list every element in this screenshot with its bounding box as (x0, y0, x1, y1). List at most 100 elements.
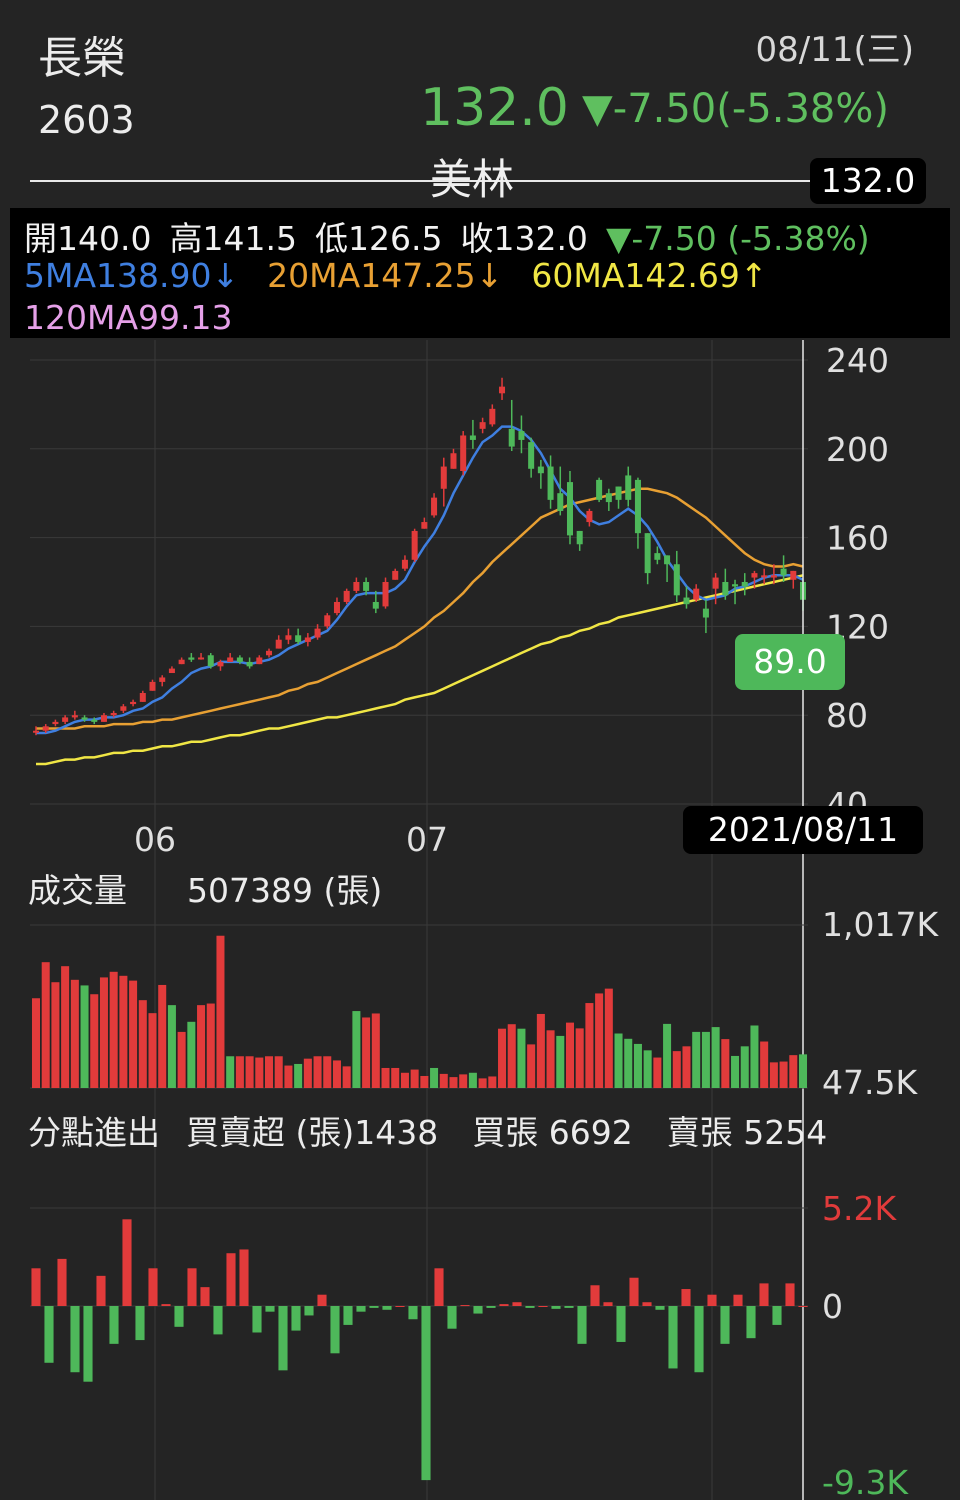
flow-bar (382, 1306, 392, 1310)
volume-bar (633, 1043, 642, 1088)
volume-bar (313, 1056, 322, 1088)
flow-bar (122, 1219, 132, 1306)
flow-bar (408, 1306, 418, 1320)
candle-body (91, 719, 98, 722)
volume-bar (80, 985, 89, 1088)
flow-bar (239, 1249, 249, 1306)
candle-body (693, 588, 700, 600)
x-tick-label: 06 (134, 820, 176, 859)
volume-bar (177, 1031, 186, 1088)
candle-body (508, 428, 515, 447)
flow-bar (525, 1306, 535, 1308)
volume-bar (303, 1058, 312, 1088)
volume-bar (546, 1030, 555, 1088)
flow-bar (668, 1306, 678, 1369)
ma120-row: 120MA99.13 (24, 298, 233, 337)
candle-body (586, 510, 593, 523)
flow-bar (96, 1275, 106, 1306)
candle-body (673, 564, 680, 596)
ma20-line (36, 487, 804, 730)
candle-body (615, 486, 622, 500)
volume-bar (653, 1057, 662, 1088)
flow-bar (278, 1306, 288, 1371)
candle-body (304, 637, 311, 642)
volume-bar (575, 1028, 584, 1088)
flow-bar (577, 1306, 587, 1344)
volume-bar (391, 1067, 400, 1088)
volume-bar (41, 962, 50, 1088)
volume-bar (362, 1017, 371, 1088)
candle-body (557, 493, 564, 511)
ma20-value: 20MA147.25↓ (267, 256, 504, 295)
candle-body (266, 650, 273, 656)
candle-body (32, 730, 40, 733)
broker-name[interactable]: 美林 (430, 155, 515, 204)
candle-body (741, 582, 748, 587)
volume-bar (439, 1073, 448, 1088)
volume-bar (352, 1011, 361, 1088)
flow-bar (746, 1306, 756, 1339)
candle-body (411, 530, 418, 560)
candle-body (431, 497, 438, 516)
candle-body (236, 657, 243, 662)
volume-bar (400, 1072, 409, 1088)
candle-body (392, 570, 399, 580)
candle-body (460, 435, 467, 471)
volume-bar (692, 1031, 701, 1088)
flow-bar (772, 1306, 782, 1325)
volume-bar (769, 1062, 778, 1088)
flow-bar (31, 1268, 41, 1306)
candle-body (596, 479, 603, 500)
volume-bar (517, 1028, 526, 1088)
volume-bar (643, 1050, 652, 1088)
candle-body (528, 442, 535, 469)
candle-body (469, 435, 476, 440)
volume-bar (624, 1038, 633, 1088)
broker-flow-label: 分點進出 買賣超 (張)1438 買張 6692 賣張 5254 (28, 1106, 827, 1154)
volume-bar (99, 977, 108, 1088)
candle-body (110, 712, 117, 716)
candle-body (198, 657, 205, 660)
flow-bar (70, 1306, 80, 1373)
flow-bar (551, 1306, 561, 1309)
candle-body (634, 479, 641, 534)
candle-body (761, 575, 768, 578)
candle-body (547, 466, 554, 500)
candle-body (62, 717, 69, 722)
volume-bar (663, 1023, 672, 1088)
candle-body (537, 466, 544, 474)
volume-bar (167, 1005, 176, 1088)
candle-body (149, 681, 156, 691)
volume-label: 成交量 507389 (張) (28, 864, 382, 912)
volume-bar (740, 1046, 749, 1088)
volume-bar (138, 1000, 147, 1088)
volume-bar (332, 1060, 341, 1088)
candle-body (168, 668, 175, 674)
volume-bar (235, 1056, 244, 1088)
volume-value: 507389 (張) (187, 871, 383, 910)
flow-bar (252, 1306, 262, 1333)
flow-bar (499, 1304, 509, 1306)
ohlc-change: ▼-7.50 (-5.38%) (605, 219, 870, 258)
volume-bar (420, 1075, 429, 1088)
volume-bar (158, 984, 167, 1088)
flow-bar (291, 1306, 301, 1331)
x-tick-label: 07 (406, 820, 448, 859)
candle-body (644, 533, 651, 574)
volume-bar (216, 935, 225, 1088)
candle-body (353, 582, 360, 591)
volume-bar (90, 994, 99, 1088)
low-price-tag: 89.0 (735, 634, 845, 690)
candle-body (81, 717, 88, 720)
volume-tick-label: 47.5K (822, 1063, 918, 1102)
candle-body (479, 422, 486, 429)
volume-bar (701, 1031, 710, 1088)
flow-bar (304, 1306, 314, 1316)
candle-body (343, 590, 350, 602)
volume-bar (585, 1003, 594, 1088)
volume-bar (148, 1013, 157, 1088)
volume-bar (119, 975, 128, 1088)
candle-body (625, 475, 632, 500)
volume-bar (488, 1076, 497, 1088)
